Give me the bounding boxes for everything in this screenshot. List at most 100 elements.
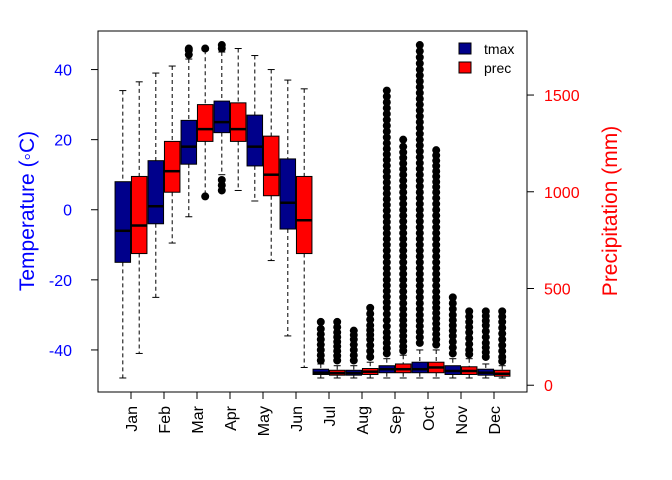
outlier-point <box>217 186 226 195</box>
box-body <box>411 361 429 374</box>
outlier-point <box>382 98 391 107</box>
outlier-point <box>415 338 424 347</box>
outlier-point <box>382 229 391 238</box>
outlier-point <box>382 246 391 255</box>
box-prec-Feb <box>163 65 181 244</box>
x-axis-tick-label: Jan <box>124 406 141 432</box>
box-prec-Aug <box>361 361 379 379</box>
x-axis-tick-label: Jul <box>322 406 339 426</box>
box-tmax-Oct <box>411 349 429 379</box>
outlier-point <box>415 333 424 342</box>
box-body <box>130 175 148 255</box>
outlier-point <box>399 211 408 220</box>
outlier-point <box>399 281 408 290</box>
box-prec-Jun <box>295 88 313 368</box>
outlier-point <box>399 153 408 162</box>
outlier-point <box>415 129 424 138</box>
outlier-point <box>432 240 441 249</box>
x-axis-tick-label: Feb <box>157 406 174 434</box>
outlier-point <box>432 293 441 302</box>
outlier-point <box>415 270 424 279</box>
box-prec-Dec <box>493 365 511 379</box>
outlier-point <box>415 246 424 255</box>
outlier-point <box>415 164 424 173</box>
outlier-point <box>415 118 424 127</box>
left-axis-label: Temperature (◦C) <box>16 131 39 291</box>
outlier-point <box>415 106 424 115</box>
right-axis-tick-label: 0 <box>544 378 553 395</box>
box-prec-Oct <box>427 349 445 379</box>
box-body <box>229 102 247 142</box>
outlier-point <box>448 299 457 308</box>
outlier-point <box>399 135 408 144</box>
outlier-point <box>415 234 424 243</box>
outlier-point <box>415 275 424 284</box>
outlier-point <box>415 281 424 290</box>
x-axis-tick-label: Apr <box>223 405 240 431</box>
outlier-point <box>415 77 424 86</box>
outlier-point <box>382 218 391 227</box>
box-tmax-Jan <box>114 90 132 379</box>
right-axis-label: Precipitation (mm) <box>599 126 622 296</box>
outlier-point <box>399 299 408 308</box>
box-tmax-Dec <box>477 363 495 379</box>
outlier-point <box>498 329 507 338</box>
outlier-point <box>399 217 408 226</box>
outlier-point <box>415 53 424 62</box>
outlier-point <box>498 335 507 344</box>
outlier-point <box>399 188 408 197</box>
outlier-point <box>415 170 424 179</box>
outlier-point <box>448 337 457 346</box>
outlier-point <box>366 315 375 324</box>
x-axis-tick-label: Dec <box>487 406 504 434</box>
outlier-point <box>316 317 325 326</box>
box-prec-Apr <box>229 48 247 191</box>
outlier-point <box>382 298 391 307</box>
outlier-point <box>432 287 441 296</box>
outlier-point <box>382 206 391 215</box>
left-axis-tick-label: 20 <box>54 133 72 150</box>
outlier-point <box>366 321 375 330</box>
outlier-point <box>415 112 424 121</box>
right-axis-tick-label: 500 <box>544 281 571 298</box>
outlier-point <box>382 258 391 267</box>
outlier-point <box>415 188 424 197</box>
outlier-point <box>399 234 408 243</box>
legend-label-tmax: tmax <box>484 41 514 57</box>
box-tmax-Jun <box>279 79 297 337</box>
outlier-point <box>382 86 391 95</box>
outlier-point <box>415 94 424 103</box>
outlier-point <box>201 192 210 201</box>
outlier-point <box>415 88 424 97</box>
outlier-point <box>498 307 507 316</box>
outlier-point <box>399 287 408 296</box>
outlier-point <box>366 309 375 318</box>
outlier-point <box>432 252 441 261</box>
outlier-point <box>382 115 391 124</box>
outlier-point <box>399 240 408 249</box>
outlier-point <box>498 352 507 361</box>
outlier-point <box>432 217 441 226</box>
box-tmax-Mar <box>180 58 198 218</box>
outlier-point <box>415 176 424 185</box>
outlier-point <box>432 211 441 220</box>
outlier-point <box>432 229 441 238</box>
outlier-point <box>399 258 408 267</box>
outlier-point <box>399 293 408 302</box>
outlier-point <box>382 189 391 198</box>
outlier-point <box>382 310 391 319</box>
outlier-point <box>382 270 391 279</box>
outlier-point <box>448 343 457 352</box>
outlier-point <box>382 184 391 193</box>
outlier-point <box>382 178 391 187</box>
outlier-point <box>432 199 441 208</box>
x-axis-tick-label: Nov <box>454 406 471 434</box>
outlier-point <box>415 217 424 226</box>
outlier-point <box>382 121 391 130</box>
outlier-point <box>415 264 424 273</box>
x-axis-tick-label: Aug <box>355 406 372 434</box>
outlier-point <box>382 328 391 337</box>
plot-frame <box>97 30 528 393</box>
box-tmax-Sep <box>378 358 396 379</box>
